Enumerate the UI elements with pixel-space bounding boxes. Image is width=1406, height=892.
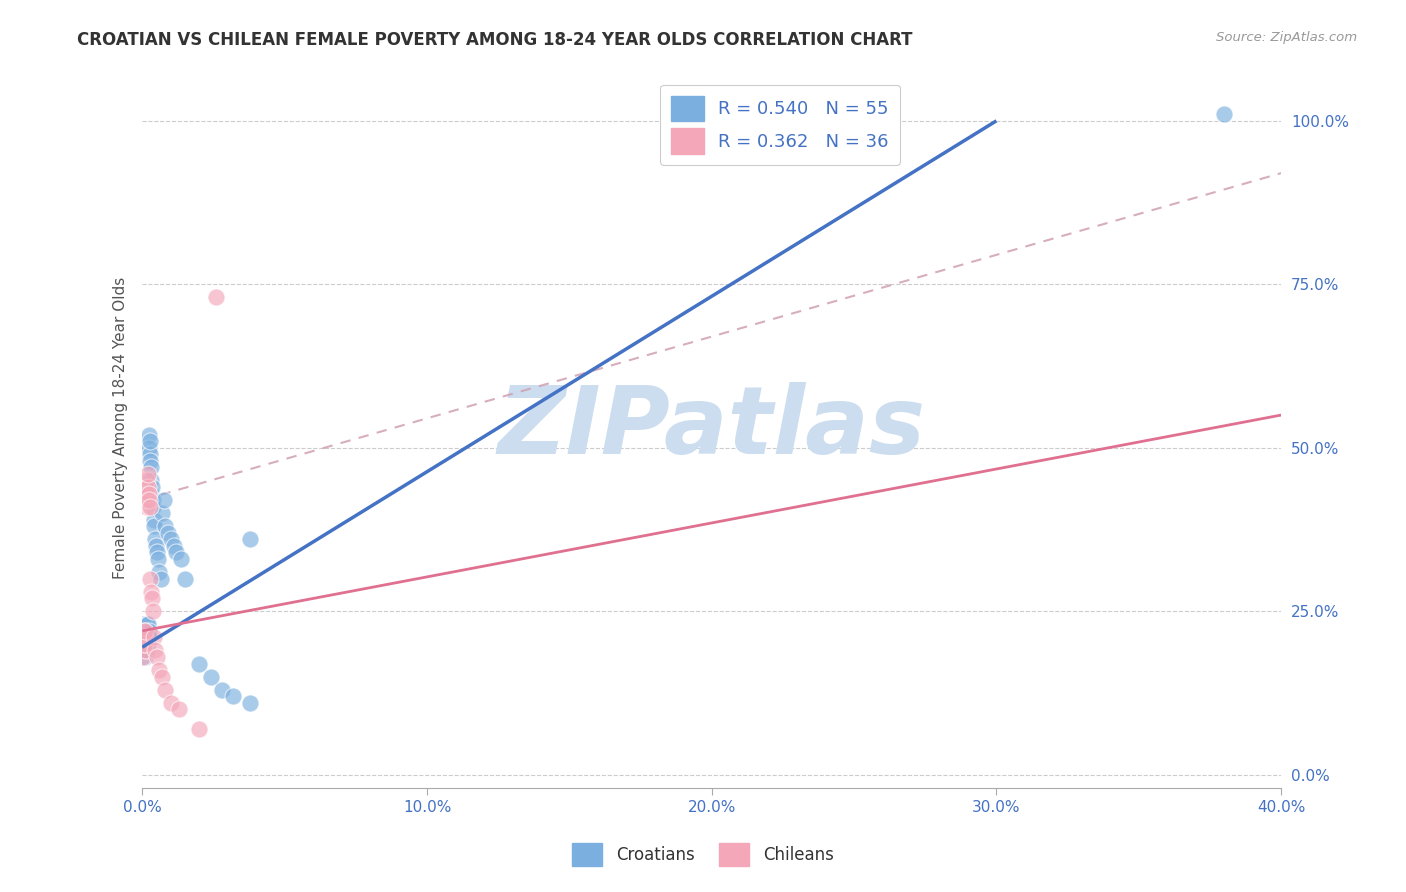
Point xyxy=(135,617,157,632)
Point xyxy=(142,493,165,508)
Point xyxy=(145,539,167,553)
Point xyxy=(136,486,159,500)
Text: Source: ZipAtlas.com: Source: ZipAtlas.com xyxy=(1216,31,1357,45)
Text: ZIPatlas: ZIPatlas xyxy=(498,382,925,475)
Point xyxy=(142,500,165,514)
Point xyxy=(135,643,157,657)
Point xyxy=(136,617,159,632)
Point xyxy=(139,454,162,468)
Point xyxy=(148,663,170,677)
Point xyxy=(139,572,162,586)
Point xyxy=(153,519,176,533)
Point xyxy=(153,682,176,697)
Point xyxy=(134,624,156,638)
Point xyxy=(132,637,155,651)
Point xyxy=(143,533,166,547)
Point xyxy=(141,486,163,500)
Point xyxy=(132,631,155,645)
Point xyxy=(138,631,160,645)
Point xyxy=(169,702,191,716)
Point xyxy=(134,643,156,657)
Point xyxy=(152,493,174,508)
Point xyxy=(136,624,159,638)
Point xyxy=(132,617,155,632)
Point xyxy=(132,624,155,638)
Point xyxy=(136,637,159,651)
Point xyxy=(134,650,156,665)
Point xyxy=(135,480,157,494)
Point xyxy=(166,545,188,559)
Point xyxy=(136,493,159,508)
Point xyxy=(139,474,162,488)
Point xyxy=(134,624,156,638)
Point xyxy=(135,474,157,488)
Point xyxy=(135,624,157,638)
Point xyxy=(138,441,160,455)
Point xyxy=(143,643,166,657)
Point xyxy=(134,631,156,645)
Point xyxy=(139,584,162,599)
Y-axis label: Female Poverty Among 18-24 Year Olds: Female Poverty Among 18-24 Year Olds xyxy=(114,277,128,579)
Point xyxy=(174,572,197,586)
Point xyxy=(142,604,165,618)
Legend: Croatians, Chileans: Croatians, Chileans xyxy=(565,836,841,873)
Point xyxy=(139,434,162,449)
Point xyxy=(141,480,163,494)
Point xyxy=(143,519,166,533)
Point xyxy=(136,631,159,645)
Point xyxy=(211,682,233,697)
Point xyxy=(239,696,262,710)
Point xyxy=(138,486,160,500)
Point xyxy=(136,643,159,657)
Point xyxy=(142,631,165,645)
Point xyxy=(136,480,159,494)
Point xyxy=(170,552,193,566)
Point xyxy=(200,670,222,684)
Point xyxy=(132,650,155,665)
Point xyxy=(132,637,155,651)
Legend: R = 0.540   N = 55, R = 0.362   N = 36: R = 0.540 N = 55, R = 0.362 N = 36 xyxy=(661,85,900,165)
Point xyxy=(141,591,163,606)
Point xyxy=(134,631,156,645)
Point xyxy=(138,500,160,514)
Point xyxy=(148,565,170,579)
Point xyxy=(159,533,181,547)
Point xyxy=(222,690,245,704)
Point xyxy=(159,696,181,710)
Point xyxy=(149,572,172,586)
Point xyxy=(162,539,184,553)
Point xyxy=(132,631,155,645)
Point xyxy=(135,631,157,645)
Point xyxy=(156,525,179,540)
Point xyxy=(145,650,167,665)
Point xyxy=(139,460,162,475)
Point xyxy=(145,545,167,559)
Point xyxy=(135,493,157,508)
Point xyxy=(134,637,156,651)
Point xyxy=(134,631,156,645)
Point xyxy=(188,657,211,671)
Point xyxy=(138,493,160,508)
Point xyxy=(150,670,173,684)
Point xyxy=(239,533,262,547)
Point xyxy=(205,290,228,304)
Point xyxy=(1213,107,1236,121)
Point xyxy=(135,500,157,514)
Point xyxy=(188,722,211,736)
Point xyxy=(138,447,160,461)
Point xyxy=(132,637,155,651)
Text: CROATIAN VS CHILEAN FEMALE POVERTY AMONG 18-24 YEAR OLDS CORRELATION CHART: CROATIAN VS CHILEAN FEMALE POVERTY AMONG… xyxy=(77,31,912,49)
Point xyxy=(134,643,156,657)
Point xyxy=(136,467,159,481)
Point xyxy=(138,624,160,638)
Point xyxy=(150,506,173,520)
Point xyxy=(134,637,156,651)
Point xyxy=(146,552,169,566)
Point xyxy=(135,637,157,651)
Point xyxy=(135,486,157,500)
Point xyxy=(142,513,165,527)
Point xyxy=(138,427,160,442)
